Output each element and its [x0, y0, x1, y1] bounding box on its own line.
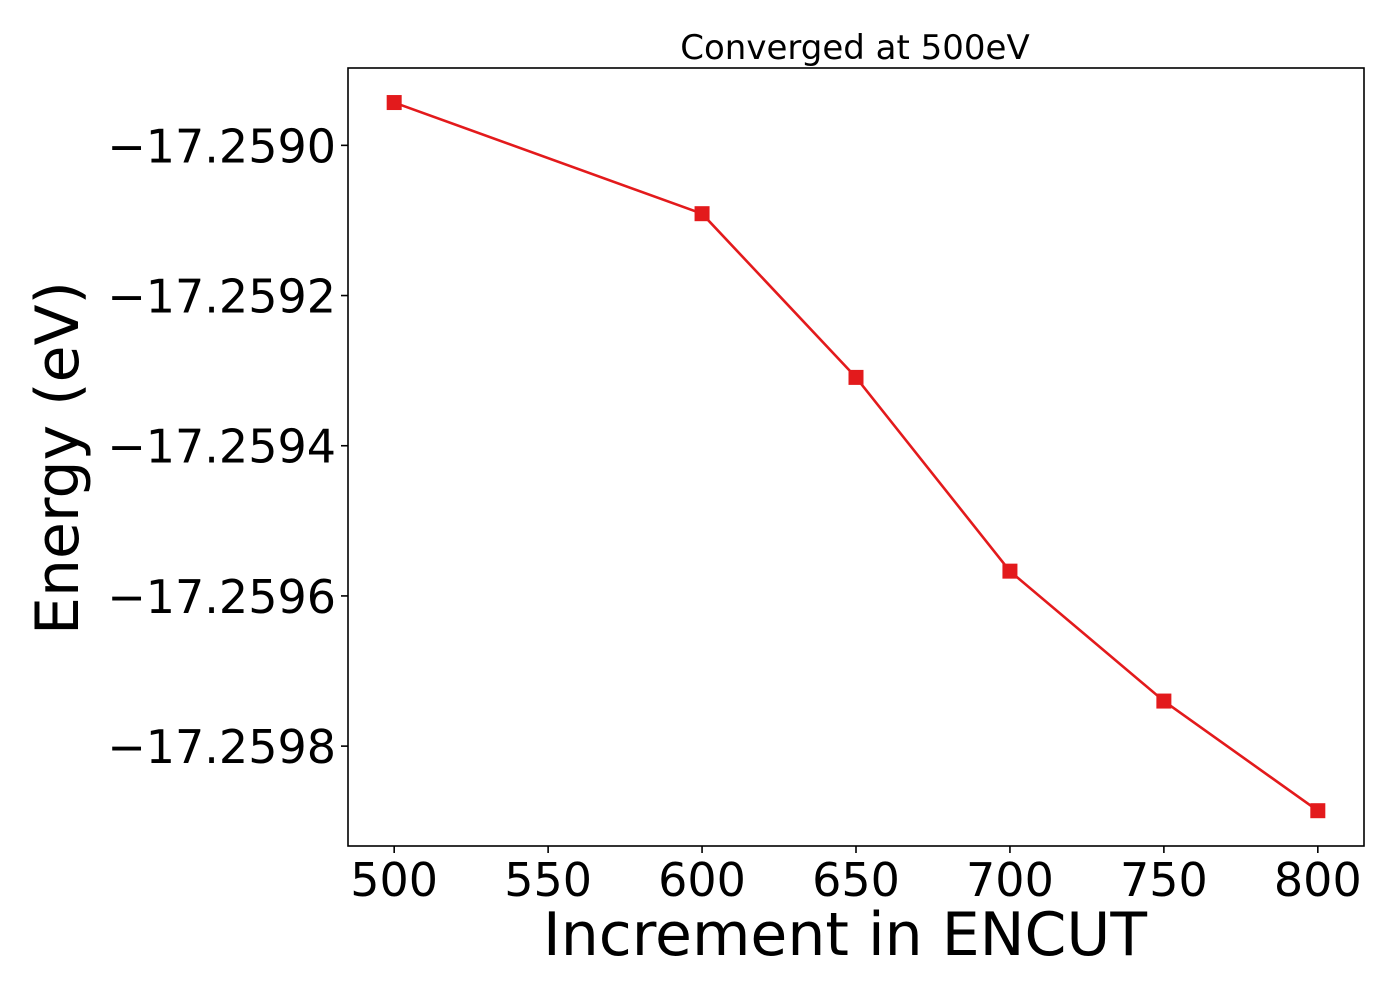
x-tick-label: 550	[504, 853, 592, 907]
y-axis-ticks: −17.2590 −17.2592 −17.2594 −17.2596 −17.2598	[107, 119, 348, 774]
x-tick-label: 800	[1274, 853, 1362, 907]
series-layer	[386, 95, 1326, 819]
y-tick-label: −17.2596	[107, 570, 336, 624]
data-point-marker	[1002, 563, 1018, 579]
y-tick-label: −17.2598	[107, 720, 336, 774]
data-point-marker	[1310, 803, 1326, 819]
y-tick-label: −17.2592	[107, 270, 336, 324]
data-point-marker	[848, 369, 864, 385]
chart-title: Converged at 500eV	[680, 28, 1029, 68]
x-axis-ticks: 500 550 600 650 700 750 800	[350, 846, 1362, 907]
x-tick-label: 650	[812, 853, 900, 907]
y-tick-label: −17.2594	[107, 420, 336, 474]
data-point-marker	[694, 206, 710, 222]
y-axis-title: Energy (eV)	[23, 281, 93, 635]
x-axis-title: Increment in ENCUT	[543, 900, 1147, 970]
data-point-marker	[386, 95, 402, 111]
series-line	[393, 101, 1319, 812]
x-tick-label: 600	[658, 853, 746, 907]
y-tick-label: −17.2590	[107, 119, 336, 173]
x-tick-label: 500	[350, 853, 438, 907]
x-tick-label: 750	[1120, 853, 1208, 907]
data-point-marker	[1156, 693, 1172, 709]
x-tick-label: 700	[966, 853, 1054, 907]
